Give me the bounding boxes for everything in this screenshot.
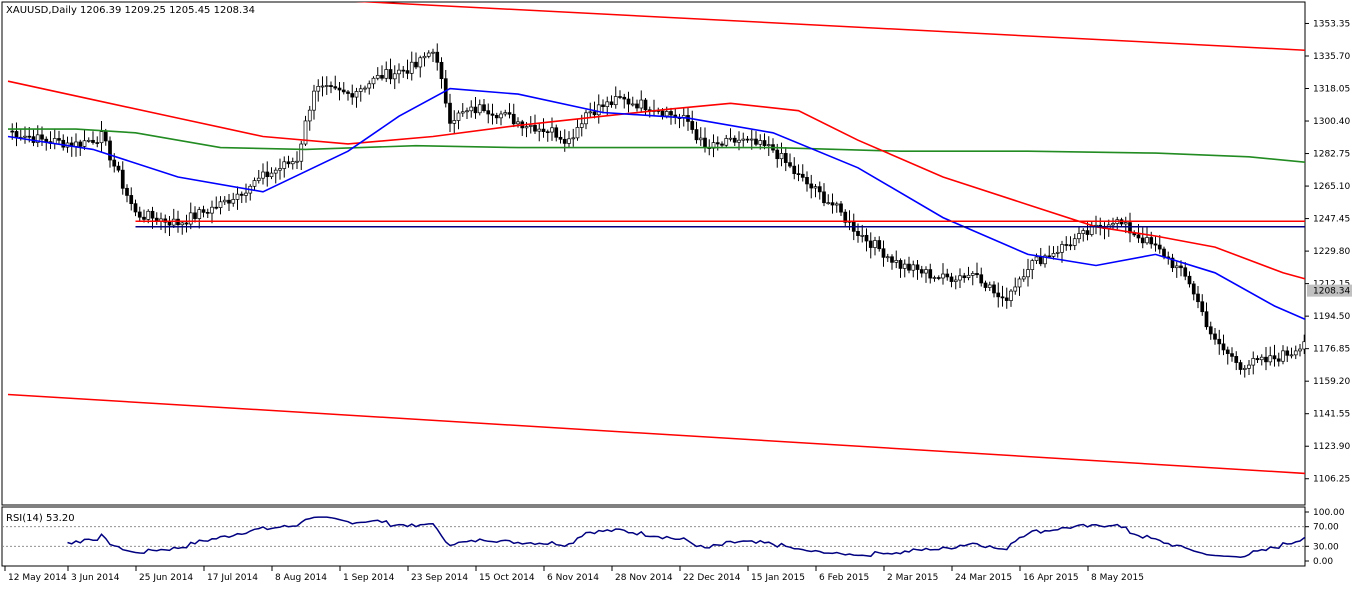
time-axis-tick-label: 17 Jul 2014 — [207, 573, 258, 583]
rsi-axis-tick-label: 100.00 — [1313, 508, 1345, 518]
price-axis-tick-label: 1229.80 — [1313, 247, 1350, 257]
price-axis-tick-label: 1159.20 — [1313, 377, 1350, 387]
rsi-axis-tick-label: 30.00 — [1313, 542, 1339, 552]
price-axis-tick-label: 1318.05 — [1313, 85, 1350, 95]
time-axis-tick-label: 15 Jan 2015 — [751, 573, 805, 583]
rsi-axis-tick-label: 70.00 — [1313, 523, 1339, 533]
price-axis-tick-label: 1141.55 — [1313, 410, 1350, 420]
time-axis-tick-label: 22 Dec 2014 — [683, 573, 741, 583]
price-axis-tick-label: 1247.45 — [1313, 215, 1350, 225]
price-axis-tick-label: 1265.10 — [1313, 182, 1350, 192]
price-axis-tick-label: 1300.40 — [1313, 117, 1350, 127]
time-axis-tick-label: 6 Feb 2015 — [819, 573, 869, 583]
price-axis-tick-label: 1353.35 — [1313, 19, 1350, 29]
time-axis-tick-label: 23 Sep 2014 — [411, 573, 468, 583]
time-axis-tick-label: 15 Oct 2014 — [479, 573, 535, 583]
price-axis-tick-label: 1176.85 — [1313, 345, 1350, 355]
time-axis-tick-label: 8 Aug 2014 — [275, 573, 327, 583]
rsi-label: RSI(14) 53.20 — [6, 513, 75, 524]
last-price-tag-label: 1208.34 — [1313, 287, 1350, 297]
time-axis-tick-label: 24 Mar 2015 — [955, 573, 1012, 583]
chart-symbol-label: XAUUSD,Daily — [6, 5, 77, 16]
last-price-tag: 1208.34 — [1307, 285, 1352, 297]
time-axis-tick-label: 3 Jun 2014 — [71, 573, 120, 583]
price-axis-tick-label: 1106.25 — [1313, 475, 1350, 485]
time-axis-tick-label: 25 Jun 2014 — [139, 573, 193, 583]
price-axis-tick-label: 1123.90 — [1313, 442, 1350, 452]
time-axis-tick-label: 1 Sep 2014 — [343, 573, 395, 583]
time-axis-tick-label: 12 May 2014 — [8, 573, 67, 583]
time-axis-tick-label: 6 Nov 2014 — [547, 573, 599, 583]
price-axis-tick-label: 1194.50 — [1313, 312, 1350, 322]
rsi-axis-tick-label: 0.00 — [1313, 557, 1333, 567]
time-axis-tick-label: 8 May 2015 — [1091, 573, 1144, 583]
chart-ohlc-label: 1206.39 1209.25 1205.45 1208.34 — [80, 5, 255, 16]
time-axis-tick-label: 28 Nov 2014 — [615, 573, 673, 583]
price-axis-tick-label: 1282.75 — [1313, 150, 1350, 160]
time-axis-tick-label: 16 Apr 2015 — [1023, 573, 1079, 583]
time-axis-tick-label: 2 Mar 2015 — [887, 573, 938, 583]
price-axis-tick-label: 1335.70 — [1313, 52, 1350, 62]
